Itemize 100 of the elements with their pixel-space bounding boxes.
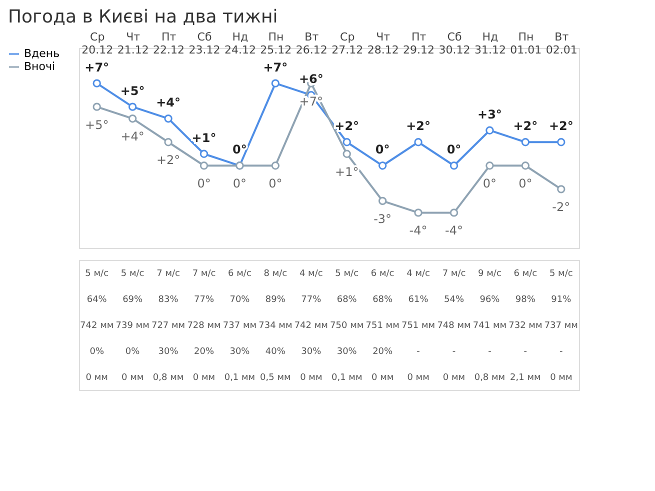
point xyxy=(271,162,280,170)
text: 7 м/с xyxy=(442,269,466,279)
text: 742 мм xyxy=(80,321,114,331)
x-tick-label: Нд 24.12 xyxy=(224,30,256,56)
text: 20% xyxy=(194,347,214,357)
legend-label: Вночі xyxy=(24,60,56,73)
text: 737 мм xyxy=(222,321,257,331)
point xyxy=(342,138,351,146)
data-label: -3° xyxy=(374,212,392,226)
text: 7 м/с xyxy=(192,269,216,279)
point xyxy=(414,138,422,146)
point xyxy=(521,162,530,170)
data-label: +5° xyxy=(85,118,109,132)
text: 0 мм xyxy=(192,373,216,383)
text: 54% xyxy=(444,295,464,305)
text: - xyxy=(488,347,492,357)
legend-label: Вдень xyxy=(24,47,60,60)
text: 2,1 мм xyxy=(510,373,541,383)
data-label: +6° xyxy=(298,72,324,86)
data-label: 0° xyxy=(232,142,247,157)
data-label: +4° xyxy=(120,130,144,144)
text: 30% xyxy=(301,347,322,357)
point xyxy=(414,208,422,217)
point xyxy=(378,196,387,206)
text: 83% xyxy=(158,295,179,305)
point xyxy=(450,162,458,170)
point xyxy=(342,150,351,158)
x-tick-label: Ср 20.12 xyxy=(82,30,114,56)
text: - xyxy=(452,347,456,357)
text: 40% xyxy=(265,347,286,357)
text: 70% xyxy=(230,295,250,305)
point xyxy=(200,150,208,158)
text: 30% xyxy=(230,347,250,357)
text: 64% xyxy=(86,295,108,305)
text: 30% xyxy=(336,347,358,357)
text: 0 мм xyxy=(550,373,572,383)
x-tick-label: Сб 23.12 xyxy=(188,30,220,56)
point xyxy=(92,79,101,88)
x-tick-label: Ср 27.12 xyxy=(332,30,364,56)
data-label: +3° xyxy=(478,107,502,122)
point xyxy=(271,79,280,88)
text: 89% xyxy=(265,295,286,305)
text: 69% xyxy=(122,295,144,305)
data-label: +2° xyxy=(334,119,360,134)
data-label: +7° xyxy=(84,60,110,74)
text: 77% xyxy=(194,295,214,305)
text: 30% xyxy=(158,347,179,357)
data-label: 0° xyxy=(482,176,497,191)
text: - xyxy=(560,347,563,357)
x-tick-label: Чт 28.12 xyxy=(367,30,399,56)
point xyxy=(378,162,387,170)
text: 0,5 мм xyxy=(260,373,291,383)
data-label: 0° xyxy=(232,176,247,191)
text: 0,8 мм xyxy=(152,373,184,383)
text: 739 мм xyxy=(116,321,150,331)
text: 750 мм xyxy=(330,321,364,331)
text: 6 м/с xyxy=(514,269,538,279)
text: 4 м/с xyxy=(406,269,430,279)
point xyxy=(521,138,530,146)
data-label: 0° xyxy=(518,176,532,191)
text: 68% xyxy=(372,295,394,305)
chart-title: Погода в Києві на два тижні xyxy=(8,6,278,28)
text: 9 м/с xyxy=(478,269,502,279)
text: 732 мм xyxy=(508,321,542,331)
point xyxy=(92,102,101,111)
x-tick-label: Нд 31.12 xyxy=(474,30,506,56)
text: 0% xyxy=(90,347,104,357)
text: 61% xyxy=(408,295,429,305)
text: 742 мм xyxy=(294,321,328,331)
x-tick-label: Вт 02.01 xyxy=(546,30,578,56)
text: 0 мм xyxy=(300,373,322,383)
x-tick-label: Чт 21.12 xyxy=(117,30,149,56)
data-label: -4° xyxy=(409,224,428,238)
point xyxy=(557,185,566,194)
text: 5 м/с xyxy=(549,269,573,279)
text: 5 м/с xyxy=(85,269,109,279)
point xyxy=(486,162,494,170)
point xyxy=(128,102,137,111)
text: 751 мм xyxy=(401,321,436,331)
data-label: 0° xyxy=(197,176,211,191)
text: 91% xyxy=(551,295,572,305)
text: 748 мм xyxy=(437,321,471,331)
x-tick-label: Сб 30.12 xyxy=(438,30,470,56)
data-label: 0° xyxy=(268,176,282,191)
data-label: +5° xyxy=(120,84,145,98)
text: 0 мм xyxy=(86,373,108,383)
point xyxy=(450,208,458,217)
x-tick-label: Пн 25.12 xyxy=(260,30,292,56)
data-label: 0° xyxy=(375,142,390,157)
text: 68% xyxy=(336,295,358,305)
text: 77% xyxy=(301,295,322,305)
text: 727 мм xyxy=(151,321,186,331)
point xyxy=(128,114,137,123)
point xyxy=(200,162,208,170)
text: 0,8 мм xyxy=(474,373,506,383)
data-label: +7° xyxy=(263,60,288,74)
data-label: +2° xyxy=(406,119,430,134)
text: 8 м/с xyxy=(264,269,288,279)
text: 0 мм xyxy=(121,373,144,383)
point xyxy=(486,126,494,134)
